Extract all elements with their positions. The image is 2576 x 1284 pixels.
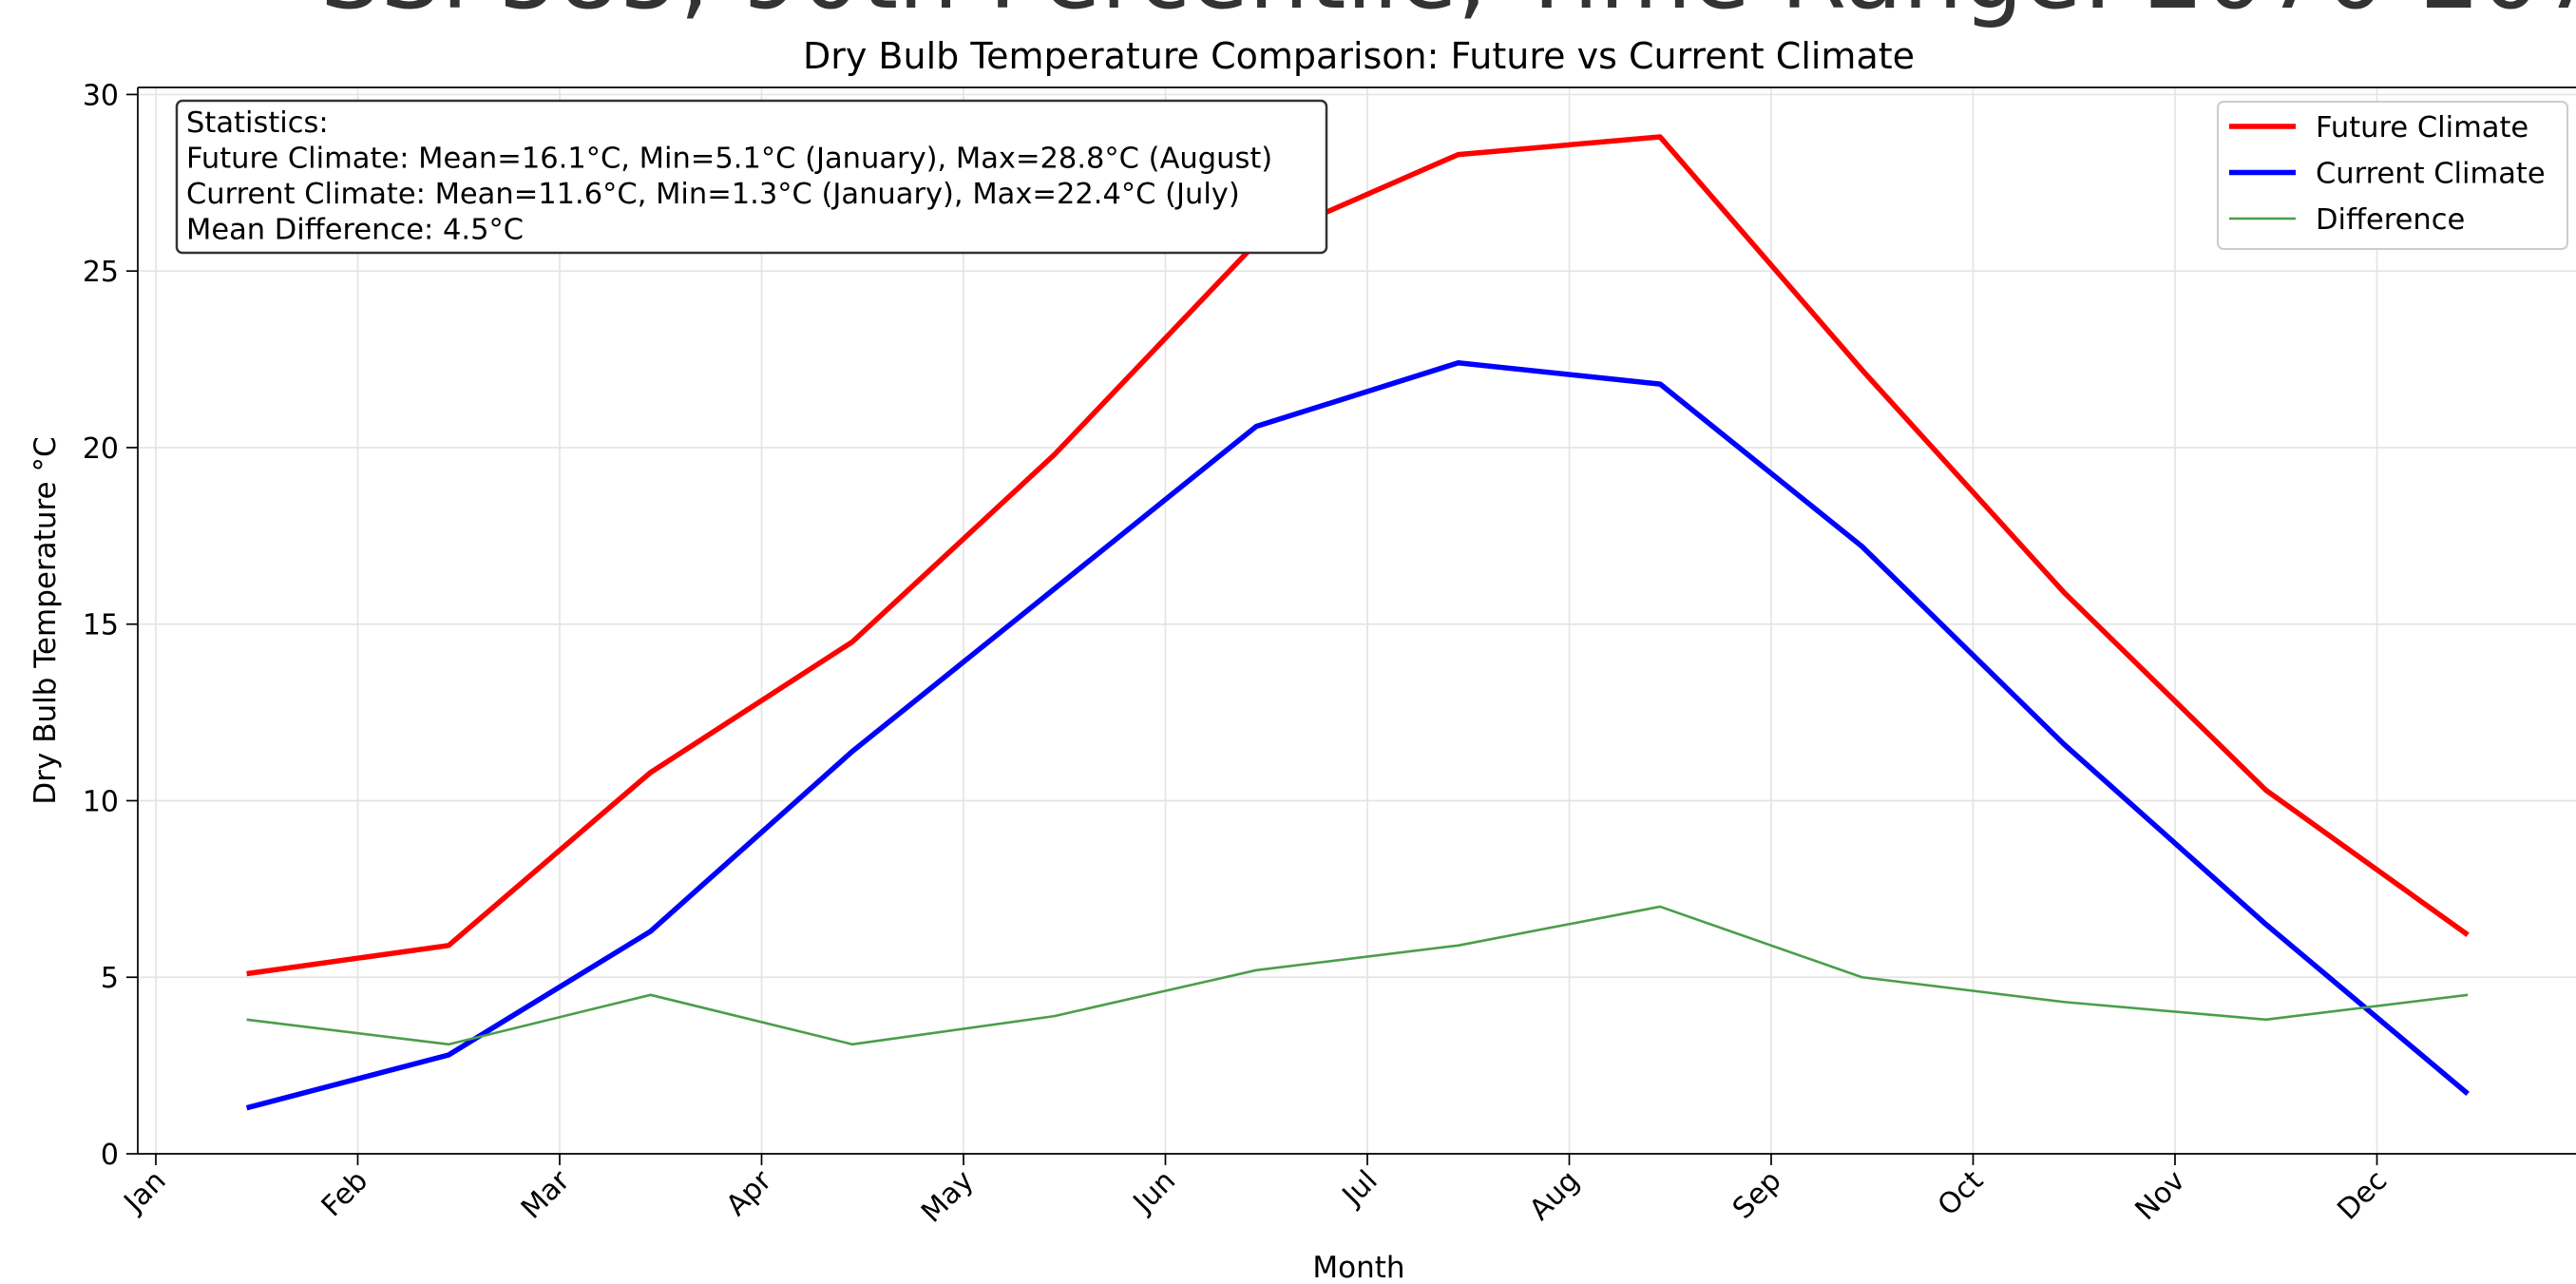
y-tick-label: 15: [83, 609, 119, 642]
y-axis-label: Dry Bulb Temperature °C: [29, 436, 63, 804]
y-tick-label: 10: [83, 785, 119, 818]
x-tick-label: Feb: [315, 1164, 374, 1223]
x-tick-label: Oct: [1932, 1164, 1991, 1223]
annotation-text: Current Climate: Mean=11.6°C, Min=1.3°C …: [186, 178, 1240, 211]
chart-title: Dry Bulb Temperature Comparison: Future …: [803, 35, 1915, 77]
legend-label: Current Climate: [2316, 158, 2546, 191]
x-tick-label: Jun: [1126, 1164, 1182, 1220]
legend-label: Future Climate: [2316, 111, 2528, 144]
y-tick-label: 20: [83, 432, 119, 466]
data-line: [246, 134, 2470, 977]
x-tick-label: Nov: [2128, 1164, 2191, 1227]
annotation-text: Mean Difference: 4.5°C: [186, 214, 524, 247]
data-line: [245, 360, 2470, 1111]
x-tick-label: May: [915, 1164, 981, 1230]
y-tick-label: 5: [101, 962, 119, 995]
x-tick-label: Mar: [515, 1163, 577, 1225]
annotation-box: [175, 99, 1328, 255]
annotation-text: Statistics:: [186, 106, 329, 140]
x-tick-label: Jan: [117, 1164, 173, 1220]
y-tick-label: 25: [83, 256, 119, 289]
y-tick-label: 30: [83, 79, 119, 112]
x-axis-label: Month: [1312, 1251, 1404, 1284]
legend-box: [2217, 101, 2568, 250]
x-tick-label: Jul: [1335, 1164, 1384, 1214]
x-tick-label: Sep: [1727, 1164, 1788, 1226]
legend-label: Difference: [2316, 203, 2465, 237]
page-header: SSP585, 90th Percentile, Time Range: 207…: [320, 0, 2576, 30]
y-tick-label: 0: [101, 1139, 119, 1172]
annotation-text: Future Climate: Mean=16.1°C, Min=5.1°C (…: [186, 143, 1272, 176]
x-tick-label: Dec: [2331, 1164, 2394, 1227]
x-tick-label: Apr: [720, 1163, 779, 1222]
x-tick-label: Aug: [1523, 1164, 1586, 1227]
data-line: [246, 905, 2469, 1046]
